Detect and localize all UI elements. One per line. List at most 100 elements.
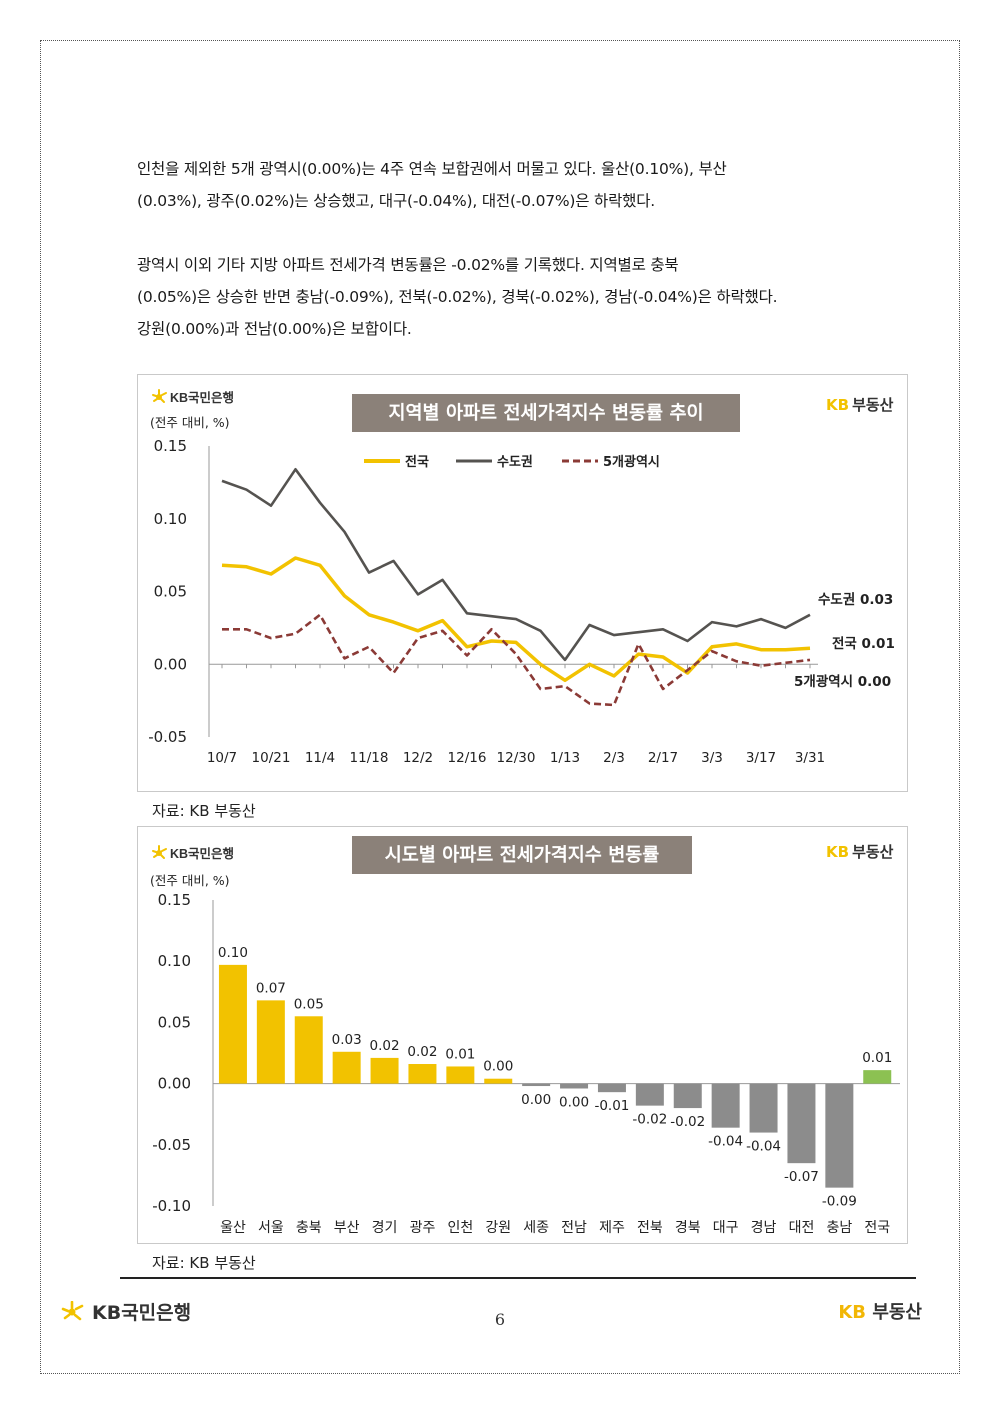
bar — [560, 1083, 589, 1089]
y-tick-label: -0.05 — [148, 728, 187, 746]
bar-value-label: 0.00 — [483, 1059, 513, 1075]
bar-chart-box: KB국민은행 (전주 대비, %) 시도별 아파트 전세가격지수 변동률 KB 부… — [137, 826, 908, 1244]
bar-value-label: -0.09 — [822, 1194, 857, 1210]
bar-value-label: 0.01 — [445, 1046, 475, 1062]
bar-value-label: 0.02 — [370, 1038, 400, 1054]
x-category-label: 전북 — [637, 1220, 663, 1236]
bar-value-label: 0.01 — [862, 1050, 892, 1066]
bar — [370, 1057, 399, 1084]
bar-value-label: -0.01 — [594, 1098, 629, 1114]
kb-star-icon — [152, 845, 167, 859]
x-category-label: 인천 — [447, 1220, 473, 1236]
x-tick-label: 2/3 — [603, 750, 625, 766]
bar — [863, 1070, 892, 1084]
kb-mark: KB — [838, 1302, 867, 1323]
kb-star-icon — [152, 389, 167, 403]
chart-title-box — [352, 394, 740, 432]
x-tick-label: 3/3 — [701, 750, 723, 766]
line-chart-series — [221, 468, 811, 707]
bar — [408, 1064, 437, 1084]
x-category-label: 충남 — [826, 1220, 852, 1236]
y-tick-label: 0.15 — [154, 437, 187, 455]
bar-chart-axes: 0.15 0.10 0.05 0.00 -0.05 -0.10 울산 서울 충북 부산 경기 광주 인천… — [152, 891, 900, 1236]
chart2-source: 자료: KB 부동산 — [152, 1254, 256, 1272]
x-category-label: 부산 — [334, 1220, 360, 1236]
end-label-capital: 수도권 0.03 — [818, 592, 893, 608]
y-tick-label: 0.10 — [158, 952, 191, 970]
x-category-label: 대전 — [789, 1220, 815, 1236]
kb-bank-text: KB국민은행 — [170, 846, 234, 861]
kb-realestate-logo: KB 부동산 — [826, 843, 894, 861]
legend-label-metro: 5개광역시 — [603, 454, 660, 470]
bar — [825, 1083, 854, 1188]
footer-kb-bank-text: KB국민은행 — [92, 1302, 192, 1324]
series-line-metro — [222, 613, 811, 707]
x-category-label: 광주 — [410, 1220, 436, 1236]
paragraph-line: (0.05%)은 상승한 반면 충남(-0.09%), 전북(-0.02%), … — [137, 288, 778, 306]
bar-value-label: -0.04 — [746, 1139, 781, 1155]
x-tick-label: 2/17 — [648, 750, 678, 766]
bar — [332, 1051, 361, 1084]
x-category-label: 강원 — [485, 1220, 511, 1236]
bar-chart-bars: 0.10 0.07 0.05 0.03 0.02 0.02 0.01 0.00 0.00 0.00… — [218, 945, 892, 1210]
bar — [256, 1000, 285, 1084]
x-category-label: 전남 — [561, 1220, 587, 1236]
x-tick-label: 10/21 — [252, 750, 291, 766]
y-tick-label: -0.10 — [152, 1197, 191, 1215]
series-line-capital — [221, 468, 811, 662]
kb-mark: KB — [826, 843, 849, 861]
y-axis-unit: (전주 대비, %) — [150, 873, 230, 888]
paragraph-line: (0.03%), 광주(0.02%)는 상승했고, 대구(-0.04%), 대전… — [137, 192, 656, 210]
bar-value-label: 0.02 — [407, 1044, 437, 1060]
x-tick-label: 10/7 — [207, 750, 237, 766]
chart-title-box — [352, 836, 692, 874]
bar-chart: KB국민은행 (전주 대비, %) 시도별 아파트 전세가격지수 변동률 KB 부… — [150, 836, 900, 1236]
paragraph-line: 광역시 이외 기타 지방 아파트 전세가격 변동률은 -0.02%를 기록했다.… — [137, 256, 679, 274]
bar — [484, 1078, 513, 1084]
x-tick-label: 11/18 — [350, 750, 389, 766]
kb-mark: KB — [826, 396, 849, 414]
x-tick-label: 12/30 — [497, 750, 536, 766]
x-category-label: 서울 — [258, 1220, 284, 1236]
page-number: 6 — [494, 1310, 506, 1329]
bar-value-label: 0.07 — [256, 980, 286, 996]
paragraph-other-regions: 광역시 이외 기타 지방 아파트 전세가격 변동률은 -0.02%를 기록했다.… — [137, 249, 909, 345]
end-label-national: 전국 0.01 — [832, 635, 895, 652]
bar-value-label: 0.00 — [521, 1092, 551, 1108]
legend-label-national: 전국 — [405, 454, 429, 470]
y-axis-unit: (전주 대비, %) — [150, 415, 230, 430]
kb-bank-text: KB국민은행 — [170, 390, 234, 405]
kb-bank-logo: KB국민은행 — [152, 845, 234, 861]
paragraph-line: 강원(0.00%)과 전남(0.00%)은 보합이다. — [137, 320, 412, 338]
y-tick-label: 0.00 — [154, 655, 187, 673]
bar-value-label: 0.05 — [294, 996, 324, 1012]
bar — [673, 1083, 702, 1109]
x-category-label: 세종 — [523, 1220, 549, 1236]
y-tick-label: 0.05 — [154, 583, 187, 601]
paragraph-line: 인천을 제외한 5개 광역시(0.00%)는 4주 연속 보합권에서 머물고 있… — [137, 160, 727, 178]
x-category-label: 경북 — [675, 1220, 701, 1236]
chart1-source: 자료: KB 부동산 — [152, 802, 256, 820]
bar — [711, 1083, 740, 1128]
x-tick-label: 1/13 — [550, 750, 580, 766]
bar — [218, 964, 247, 1084]
x-category-label: 경남 — [751, 1220, 777, 1236]
chart-title: 시도별 아파트 전세가격지수 변동률 — [385, 845, 660, 866]
x-category-label: 전국 — [864, 1220, 890, 1236]
bar — [749, 1083, 778, 1133]
x-category-label: 충북 — [296, 1220, 322, 1236]
bar-value-label: -0.02 — [632, 1112, 667, 1128]
paragraph-metro-cities: 인천을 제외한 5개 광역시(0.00%)는 4주 연속 보합권에서 머물고 있… — [137, 153, 909, 217]
realestate-mark: 부동산 — [852, 396, 894, 414]
bar-value-label: -0.07 — [784, 1169, 819, 1185]
x-category-label: 울산 — [220, 1220, 246, 1236]
bar-value-label: -0.02 — [670, 1114, 705, 1130]
bar-value-label: -0.04 — [708, 1134, 743, 1150]
bar-value-label: 0.03 — [332, 1032, 362, 1048]
x-tick-label: 12/2 — [403, 750, 433, 766]
bar-value-label: 0.00 — [559, 1094, 589, 1110]
x-category-label: 대구 — [713, 1220, 739, 1236]
x-category-label: 경기 — [372, 1220, 398, 1236]
kb-bank-logo: KB국민은행 — [152, 389, 234, 405]
y-tick-label: 0.15 — [158, 891, 191, 909]
